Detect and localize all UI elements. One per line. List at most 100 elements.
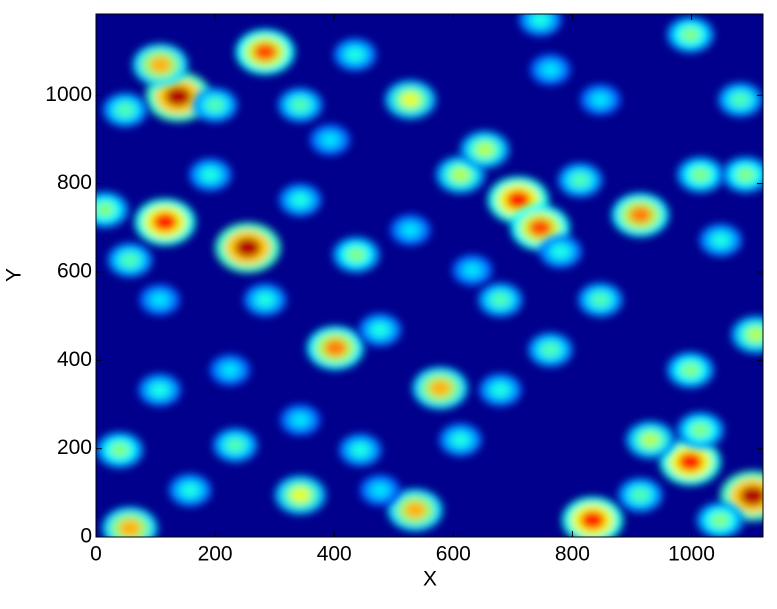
hotspot-layer xyxy=(206,98,225,112)
hotspot-layer xyxy=(253,42,277,62)
hotspot xyxy=(412,366,468,410)
hotspot xyxy=(279,404,321,436)
hotspot xyxy=(528,332,573,367)
y-tick-label: 400 xyxy=(57,348,92,371)
hotspot-layer xyxy=(680,27,700,42)
hotspot-layer xyxy=(505,190,531,210)
hotspot-layer xyxy=(346,247,366,262)
hotspot xyxy=(102,506,158,537)
x-tick-label: 600 xyxy=(436,543,471,566)
hotspot xyxy=(107,242,153,278)
hotspot xyxy=(539,235,582,269)
hotspot-layer xyxy=(592,93,609,106)
hotspot-layer xyxy=(628,206,652,224)
hotspot-layer xyxy=(739,485,763,506)
hotspot-layer xyxy=(680,362,700,378)
hotspot xyxy=(96,431,144,468)
hotspot-layer xyxy=(580,510,605,530)
hotspot xyxy=(274,475,326,515)
hotspot xyxy=(557,162,603,198)
hotspot-layer xyxy=(528,218,553,237)
hotspot xyxy=(189,158,232,192)
hotspot-layer xyxy=(323,339,347,357)
hotspot-layer xyxy=(731,92,750,107)
hotspot-layer xyxy=(151,383,169,397)
x-axis-label: X xyxy=(423,568,437,591)
hotspot-layer xyxy=(321,133,339,147)
hotspot-layer xyxy=(201,168,219,182)
y-tick-label: 600 xyxy=(57,260,92,283)
hotspot xyxy=(478,282,523,317)
hotspot-layer xyxy=(290,487,311,503)
hotspot xyxy=(530,54,571,86)
hotspot-layer xyxy=(491,383,509,397)
hotspot-layer xyxy=(551,245,570,259)
hotspot xyxy=(306,325,365,370)
hotspot xyxy=(677,412,724,449)
hotspot-layer xyxy=(475,142,495,158)
hotspot xyxy=(96,191,129,228)
hotspot-layer xyxy=(291,98,310,112)
hotspot xyxy=(212,427,258,463)
hotspot-layer xyxy=(96,202,115,217)
hotspot-layer xyxy=(429,379,452,397)
hotspot-layer xyxy=(640,432,661,448)
hotspot xyxy=(243,283,287,317)
hotspot xyxy=(358,313,402,347)
hotspot xyxy=(139,284,181,316)
hotspot-layer xyxy=(256,293,274,307)
x-tick-label: 800 xyxy=(555,543,590,566)
hotspot xyxy=(722,156,763,193)
hotspot-layer xyxy=(152,212,178,232)
x-tick-label: 1000 xyxy=(668,543,715,566)
hotspot-layer xyxy=(450,167,471,183)
hotspot xyxy=(611,192,669,237)
hotspot xyxy=(102,92,148,128)
hotspot xyxy=(387,488,443,532)
hotspot xyxy=(439,423,482,457)
hotspot-layer xyxy=(691,422,710,438)
hotspot xyxy=(333,38,377,72)
hotspot xyxy=(699,223,743,257)
hotspot xyxy=(718,82,763,117)
y-tick-label: 0 xyxy=(80,525,92,548)
hotspot xyxy=(134,198,196,246)
hotspot-layer xyxy=(181,483,199,497)
hotspot-layer xyxy=(221,363,239,377)
hotspot-layer xyxy=(631,488,650,502)
hotspot xyxy=(277,87,323,123)
hotspot xyxy=(192,87,238,123)
hotspot xyxy=(562,496,624,537)
hotspot-layer xyxy=(571,173,590,187)
hotspot xyxy=(666,16,714,53)
hotspot xyxy=(384,80,436,120)
hotspot xyxy=(278,183,322,217)
hotspot-layer xyxy=(371,323,389,337)
hotspot xyxy=(580,84,621,116)
plot-frame xyxy=(95,13,764,538)
hotspot xyxy=(339,433,382,467)
y-tick-label: 200 xyxy=(57,436,92,459)
hotspot-layer xyxy=(464,263,481,277)
hotspot-layer xyxy=(710,513,730,528)
hotspot-layer xyxy=(402,223,419,237)
hotspot-layer xyxy=(400,91,421,108)
hotspot-layer xyxy=(736,167,756,182)
hotspot-layer xyxy=(292,413,309,427)
heatmap xyxy=(96,14,763,537)
hotspot-layer xyxy=(451,433,469,447)
hotspot-layer xyxy=(116,102,135,117)
x-tick-label: 200 xyxy=(198,543,233,566)
y-axis-label: Y xyxy=(3,268,26,282)
hotspot-layer xyxy=(531,14,549,27)
hotspot xyxy=(235,29,295,75)
y-tick-label: 800 xyxy=(57,171,92,194)
hotspot-layer xyxy=(404,501,427,519)
hotspot xyxy=(209,354,251,386)
hotspot xyxy=(332,236,380,273)
hotspot xyxy=(518,14,562,37)
hotspot-layer xyxy=(541,342,560,357)
hotspot xyxy=(390,214,431,246)
hotspot xyxy=(132,43,188,86)
